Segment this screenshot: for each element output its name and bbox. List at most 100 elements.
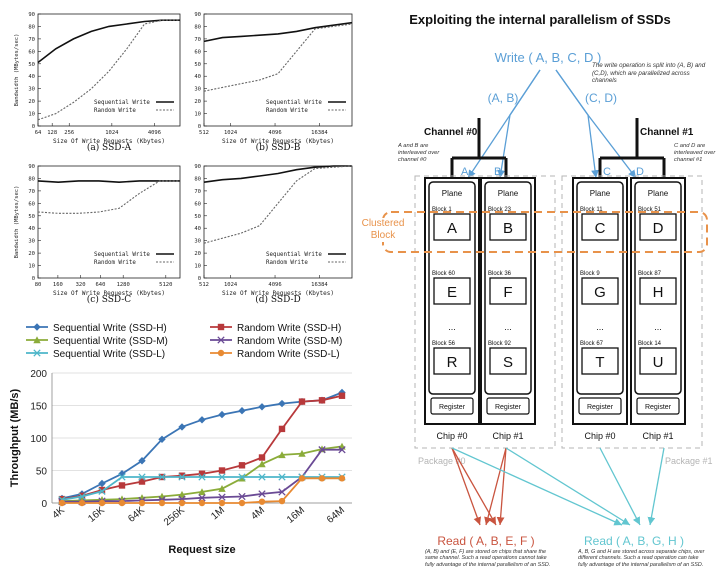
y-axis-label: Bandwidth (MBytes/sec) xyxy=(14,34,20,107)
block-letter: R xyxy=(447,354,458,371)
chip-3: Plane Block 51 D Block 87 H Block 14 U... Regis… xyxy=(630,177,686,441)
channel0-bus xyxy=(450,118,508,178)
data-point xyxy=(238,407,246,415)
legend-label: Random Write (SSD-H) xyxy=(237,323,341,334)
ab-label: (A, B) xyxy=(488,91,519,105)
x-tick-label: 80 xyxy=(35,282,42,288)
y-axis-label: Bandwidth (MBytes/sec) xyxy=(14,186,20,259)
package1-label: Package #1 xyxy=(665,456,713,466)
y-tick-label: 50 xyxy=(28,214,35,220)
read2-label: Read ( A, B, G, H ) xyxy=(584,534,684,548)
data-point xyxy=(198,416,206,424)
data-point xyxy=(298,449,306,457)
data-point xyxy=(217,336,225,344)
y-tick-label: 10 xyxy=(28,112,35,118)
data-point xyxy=(217,349,225,357)
data-point xyxy=(218,467,226,474)
y-tick-label: 80 xyxy=(194,176,201,182)
data-point xyxy=(338,446,346,454)
read2-note: A, B, G and H are stored across separate… xyxy=(578,549,705,568)
legend-label: Sequential Write (SSD-M) xyxy=(53,336,168,347)
data-point xyxy=(318,446,326,454)
y-tick-label: 60 xyxy=(28,201,35,207)
y-tick-label: 90 xyxy=(194,12,201,18)
small-chart-a: 0 10 20 30 40 50 60 70 80 90 64 128 256 1024 4096 Bandw… xyxy=(14,12,181,153)
ab-note-box: A and B are interleaved over channel #0 xyxy=(398,143,440,163)
y-tick-label: 60 xyxy=(28,49,35,55)
data-point xyxy=(278,497,286,505)
x-axis-label: Size Of Write Requests (Kbytes) xyxy=(222,138,334,145)
block-letter: A xyxy=(447,220,457,237)
channel0-label: Channel #0 xyxy=(424,127,478,138)
block-letter: F xyxy=(503,284,512,301)
legend-label: Random Write xyxy=(94,108,136,114)
data-point xyxy=(178,499,186,507)
y-tick-label: 0 xyxy=(198,276,201,282)
y-tick-label: 30 xyxy=(194,239,201,245)
y-tick-label: 10 xyxy=(28,264,35,270)
series-line-sequential xyxy=(37,180,180,184)
arrow-write-c xyxy=(555,69,599,179)
x-tick-label: 1024 xyxy=(224,282,238,288)
data-point xyxy=(238,492,246,501)
block-label: Block 9 xyxy=(580,271,600,277)
block-cell xyxy=(489,277,527,305)
data-point xyxy=(118,482,126,489)
ellipsis: ... xyxy=(504,322,512,332)
package0-label: Package #0 xyxy=(418,456,466,466)
x-tick-label: 1280 xyxy=(117,282,130,288)
x-tick-label: 4K xyxy=(50,505,67,522)
chip-label: Chip #0 xyxy=(436,431,467,441)
register-label: Register xyxy=(495,404,522,411)
channel-letter-b: B xyxy=(494,166,501,178)
register-frame xyxy=(578,397,622,415)
data-point xyxy=(218,473,226,481)
block-cell xyxy=(639,347,677,375)
data-point xyxy=(98,486,106,494)
y-tick-label: 70 xyxy=(194,37,201,43)
data-point xyxy=(278,488,286,496)
x-tick-label: 128 xyxy=(47,130,57,136)
channel-letter-a: A xyxy=(461,166,469,178)
data-point xyxy=(98,479,106,488)
block-cell xyxy=(433,213,471,241)
block-cell xyxy=(433,277,471,305)
x-tick-label: 5120 xyxy=(159,282,172,288)
y-tick-label: 70 xyxy=(28,189,35,195)
y-tick-label: 70 xyxy=(194,189,201,195)
legend-label: Sequential Write xyxy=(266,252,322,258)
y-tick-label: 200 xyxy=(30,369,47,380)
data-point xyxy=(238,462,246,469)
x-tick-label: 4096 xyxy=(268,282,281,288)
legend-item: Sequential Write (SSD-M) xyxy=(26,336,168,347)
ab-note: A and B are interleaved over channel #0 xyxy=(398,143,440,163)
data-point xyxy=(58,499,66,507)
chart-caption: (b) SSD-B xyxy=(256,142,301,153)
y-tick-label: 80 xyxy=(28,176,35,182)
data-point xyxy=(198,499,206,507)
data-point xyxy=(258,490,266,498)
block-cell xyxy=(581,213,619,241)
y-tick-label: 150 xyxy=(30,402,47,413)
chip-0: Plane Block 1 A Block 60 E Block 56 R... Regist… xyxy=(424,177,480,441)
block-cell xyxy=(639,277,677,305)
read2-note-box: A, B, G and H are stored across separate… xyxy=(578,549,705,568)
x-axis-label: Size Of Write Requests (Kbytes) xyxy=(53,290,165,297)
series-line-sequential xyxy=(203,165,352,183)
ellipsis: ... xyxy=(596,322,604,332)
data-point xyxy=(318,397,326,404)
plot-frame xyxy=(203,13,353,127)
data-point xyxy=(178,490,186,498)
data-point xyxy=(238,499,246,507)
block-cell xyxy=(639,213,677,241)
chart-caption: (a) SSD-A xyxy=(87,142,132,153)
block-label: Block 14 xyxy=(638,341,662,347)
parallelism-diagram: Exploiting the internal parallelism of S… xyxy=(356,12,715,568)
data-point xyxy=(278,451,286,459)
x-tick-label: 64M xyxy=(325,505,347,526)
plane-label: Plane xyxy=(590,189,611,198)
data-point xyxy=(218,485,226,492)
y-tick-label: 0 xyxy=(41,499,47,510)
y-tick-label: 30 xyxy=(28,87,35,93)
